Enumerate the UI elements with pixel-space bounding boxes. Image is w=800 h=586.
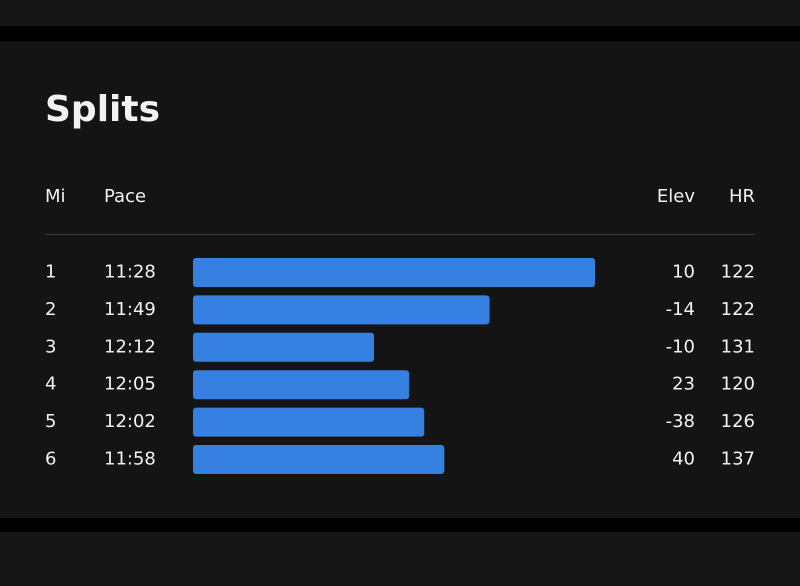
- pace: 11:49: [104, 299, 156, 320]
- column-header: Pace: [104, 186, 146, 207]
- top-band: [0, 26, 800, 41]
- bottom-band: [0, 518, 800, 532]
- elevation: 23: [672, 374, 695, 395]
- mile: 6: [45, 449, 56, 470]
- pace: 11:58: [104, 449, 156, 470]
- pace-bar: [193, 370, 410, 400]
- elevation: 10: [672, 262, 695, 283]
- pace: 11:28: [104, 262, 156, 283]
- heart-rate: 137: [721, 449, 755, 470]
- elevation: -14: [666, 299, 695, 320]
- elevation: 40: [672, 449, 695, 470]
- pace-bar: [193, 445, 445, 474]
- elevation: -38: [666, 411, 695, 432]
- heart-rate: 122: [721, 262, 755, 283]
- column-header: Elev: [657, 186, 695, 207]
- column-header: Mi: [45, 186, 66, 207]
- column-header: HR: [729, 186, 755, 207]
- mile: 5: [45, 411, 56, 432]
- title: Splits: [45, 89, 160, 130]
- mile: 4: [45, 374, 56, 395]
- pace: 12:05: [104, 374, 156, 395]
- heart-rate: 131: [721, 336, 755, 357]
- pace-bar: [193, 407, 425, 437]
- pace: 12:02: [104, 411, 156, 432]
- pace-bar: [193, 295, 490, 325]
- heart-rate: 126: [721, 411, 755, 432]
- mile: 3: [45, 336, 56, 357]
- mile: 1: [45, 262, 56, 283]
- mile: 2: [45, 299, 56, 320]
- elevation: -10: [666, 336, 695, 357]
- heart-rate: 120: [721, 374, 755, 395]
- pace: 12:12: [104, 336, 156, 357]
- heart-rate: 122: [721, 299, 755, 320]
- pace-bar: [193, 258, 595, 287]
- pace-bar: [193, 332, 374, 362]
